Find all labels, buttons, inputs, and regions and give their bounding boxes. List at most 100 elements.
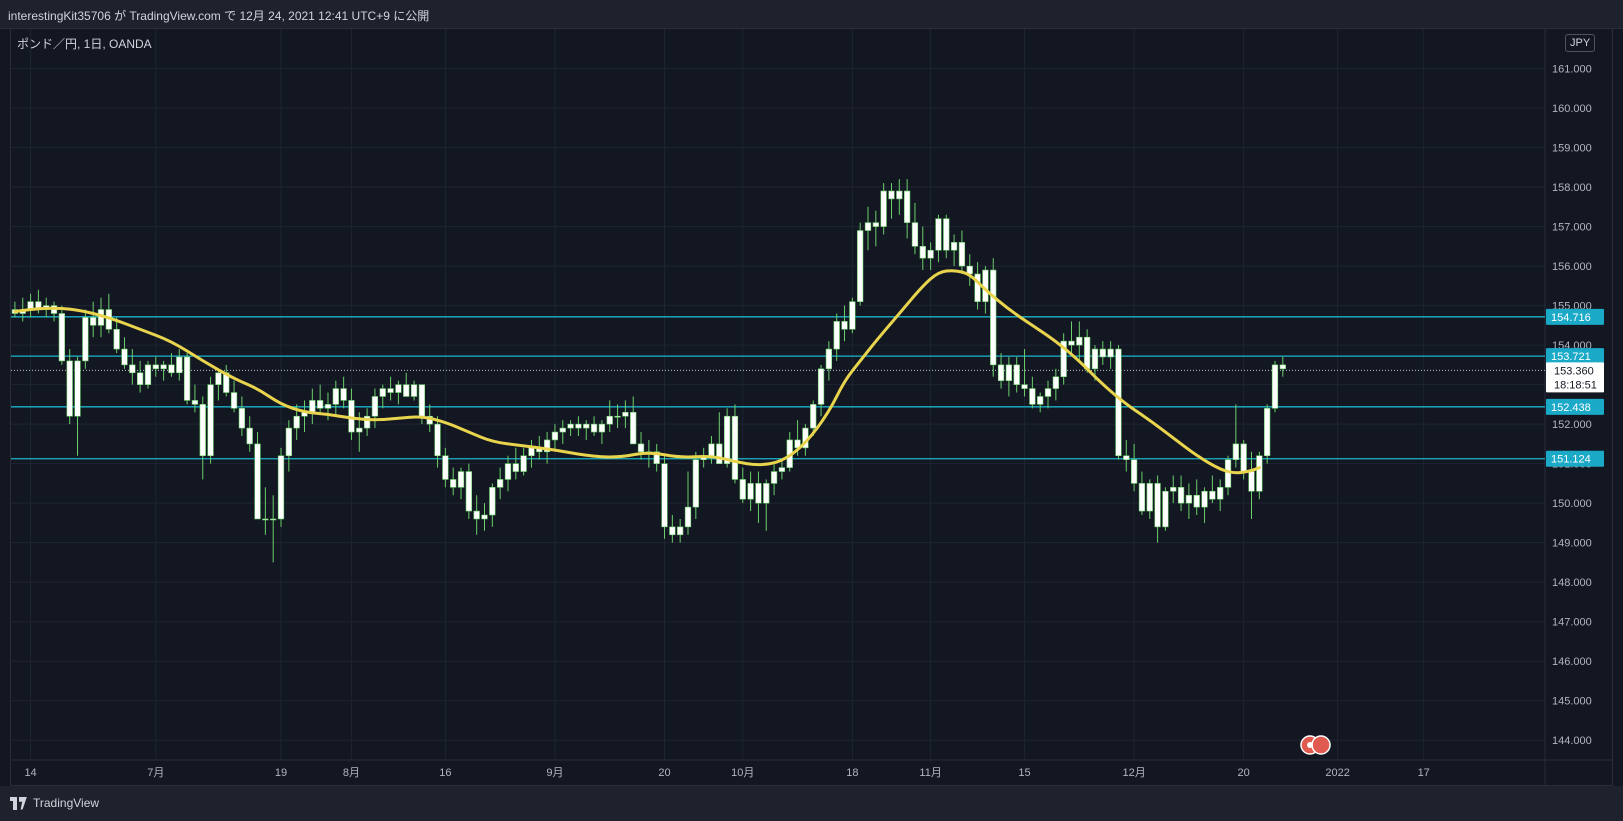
replay-icon[interactable] [1300,735,1331,755]
candle-body [215,372,222,385]
currency-badge[interactable]: JPY [1565,34,1596,52]
candle-body [1138,483,1146,512]
candle-body [919,246,926,259]
x-tick-label: 17 [1418,767,1430,779]
candle-body [559,427,566,433]
candle-body [747,483,754,500]
y-tick-label: 158.000 [1552,182,1592,194]
candle-body [1248,471,1255,492]
candle-body [1232,443,1239,460]
candle-body [716,443,723,464]
symbol-title[interactable]: ポンド／円, 1日, OANDA [17,37,152,51]
level-price-tag [1546,398,1604,415]
candle-body [997,364,1005,381]
candle-body [1076,336,1083,346]
candle-body [332,388,339,405]
candle-body [113,329,120,350]
x-tick-label: 18 [846,767,858,779]
candle-body [551,431,559,441]
candle-body [606,415,613,425]
candle-body [958,242,966,267]
y-tick-label: 146.000 [1552,656,1592,668]
candle-body [708,443,715,457]
candle-body [1123,455,1130,460]
candle-body [1029,388,1036,405]
candle-body [637,443,645,453]
candle-body [1271,364,1279,409]
candle-body [144,364,152,385]
candle-body [864,222,872,231]
candle-body [817,368,825,405]
candle-body [66,360,73,417]
candle-body [935,218,942,251]
y-tick-label: 148.000 [1552,577,1592,589]
candle-body [403,384,410,397]
last-price-label: 153.360 [1554,365,1594,377]
price-chart[interactable]: 144.000 145.000 146.000 147.000 148.000 149.0… [0,0,1623,786]
candle-body [129,364,136,374]
published-text: interestingKit35706 が TradingView.com で … [8,9,430,23]
candle-body [755,483,762,504]
candle-body [199,404,206,457]
candle-body [74,360,81,417]
x-tick-label: 16 [439,767,451,779]
candle-body [137,372,144,385]
level-price-tag [1546,308,1604,325]
candle-body [1044,388,1052,397]
x-tick-label: 11月 [919,767,941,779]
candle-body [473,510,480,520]
y-tick-label: 160.000 [1552,103,1592,115]
candle-body [770,471,778,484]
candle-body [1193,494,1200,508]
candle-body [590,423,598,433]
candle-body [692,459,699,508]
moving-average-line [13,269,1261,475]
level-price-tag [1546,450,1604,467]
candle-body [410,384,418,397]
candle-body [857,230,864,302]
candle-body [630,411,637,445]
candle-body [168,364,175,374]
x-tick-label: 20 [658,767,670,779]
candle-body [356,427,363,433]
candle-body [1264,408,1271,457]
time-axis: 14 7月 19 8月 16 9月 20 10月 18 11月 15 12月 20 2022 17 [24,767,1429,779]
level-price-tag [1546,348,1604,365]
candle-body [465,471,472,512]
candle-body [888,190,895,200]
candle-body [457,471,465,488]
candle-body [207,384,214,457]
candle-body [379,388,386,397]
candle-body [387,388,394,393]
tradingview-logo[interactable]: TradingView [10,796,99,810]
candle-body [1021,384,1028,389]
x-tick-label: 12月 [1122,767,1145,779]
level-price-label: 151.124 [1551,454,1591,466]
candle-body [340,388,347,401]
candle-body [1224,459,1232,488]
last-price-tag [1546,362,1604,393]
candle-body [1013,364,1020,385]
candle-body [1115,348,1122,457]
candle-body [1099,348,1106,358]
candle-body [191,400,199,405]
candle-body [1185,494,1193,504]
x-tick-label: 19 [275,767,287,779]
candle-body [1201,491,1208,508]
candle-body [1154,483,1161,528]
candle-body [528,447,535,457]
candle-body [520,455,527,472]
candle-body [598,423,606,433]
candle-body [567,423,574,429]
candle-body [317,400,324,409]
level-price-label: 154.716 [1551,312,1591,324]
candle-body [622,411,629,417]
candle-body [363,415,371,429]
candle-body [661,463,668,528]
candle-body [1256,455,1263,492]
candle-body [653,451,660,464]
candle-body [504,463,512,480]
level-price-label: 153.721 [1551,351,1591,363]
candle-body [230,392,238,409]
candle-body [262,518,269,521]
